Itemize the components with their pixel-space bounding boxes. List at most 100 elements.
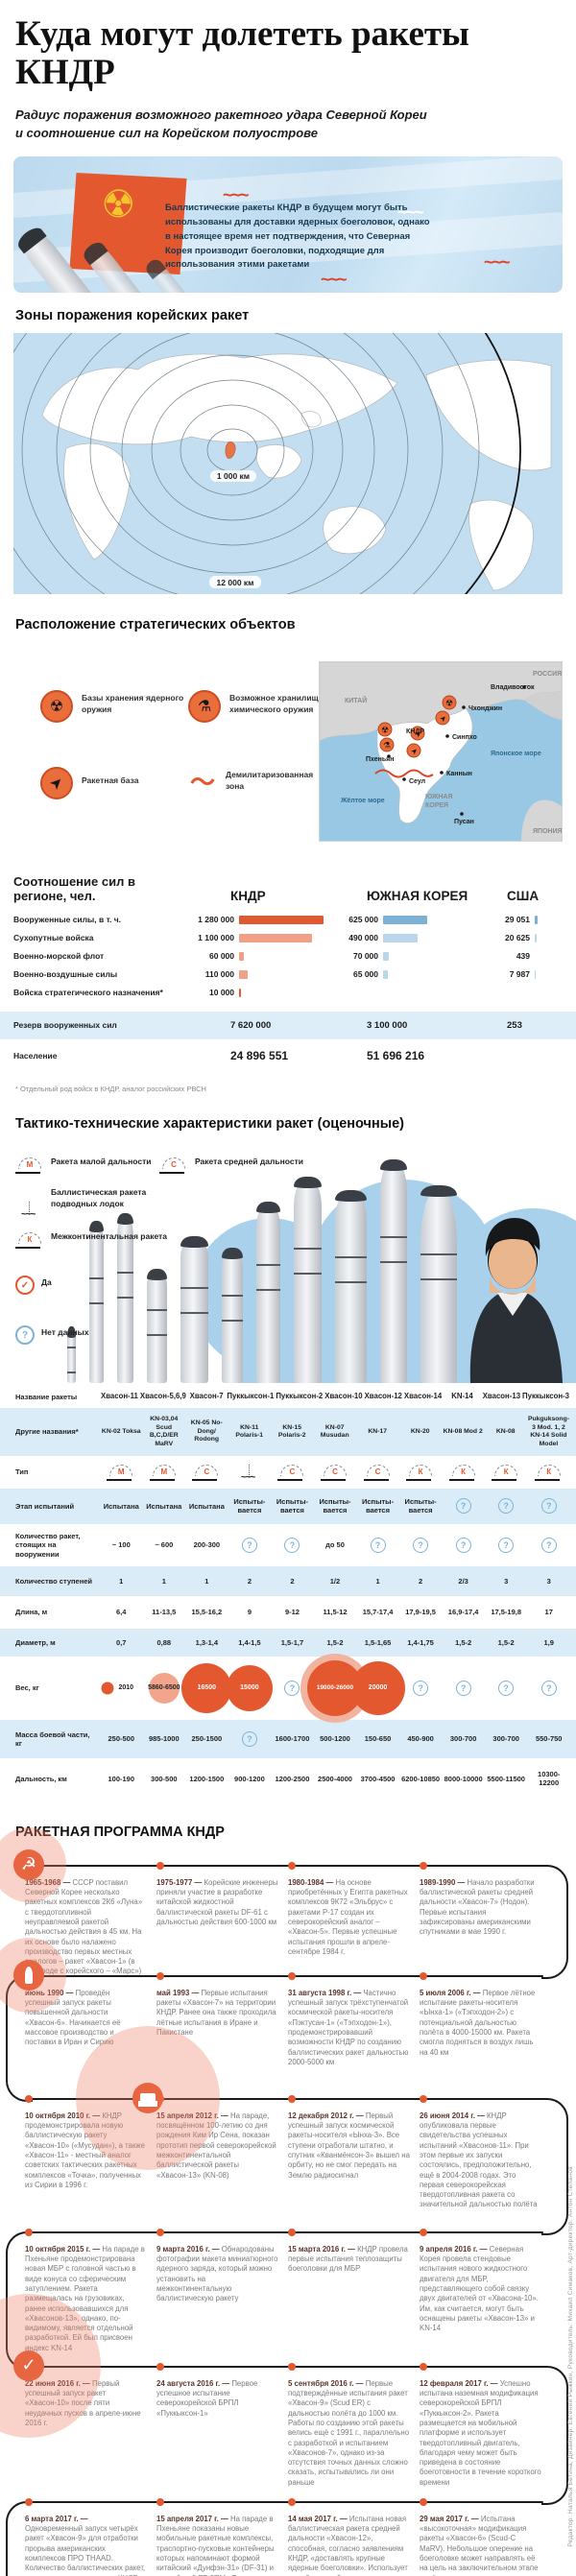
timeline-entry: 15 марта 2016 г.КНДР провела первые испы…: [288, 2228, 410, 2353]
rocket-icon: [13, 1959, 44, 1991]
radiation-icon: ☢: [381, 725, 389, 734]
label-pyongyang: Пхеньян: [366, 756, 395, 763]
legend-icbm: К Межконтинентальная ракета: [15, 1231, 179, 1250]
test-stage: ?: [485, 1495, 528, 1516]
label-south-korea: ЮЖНАЯ: [425, 794, 453, 800]
range-label-outer: 12 000 км: [217, 578, 254, 587]
missile-type-icon: К: [442, 1461, 485, 1484]
test-stage: Испыты-вается: [404, 1497, 437, 1515]
missile-other-name: KN-17: [368, 1427, 388, 1435]
timeline-dot: [288, 1861, 296, 1870]
missile-count: до 50: [325, 1540, 345, 1550]
missile-count: ?: [399, 1535, 443, 1556]
timeline-dot: [156, 1971, 164, 1980]
test-stage: ?: [527, 1495, 570, 1516]
missile-length: 15,5-16,2: [191, 1608, 223, 1617]
missile-spec-table: Название ракеты Хвасон-11 Хвасон-5,6,9 Хва…: [0, 1383, 576, 1799]
timeline-entry: 1975-1977Корейские инженеры приняли учас…: [156, 1861, 278, 1977]
forces-row: Войска стратегического назначения* 10 00…: [0, 984, 576, 1002]
missile-length: 15,7-17,4: [362, 1608, 394, 1617]
stage-count: 2: [247, 1576, 252, 1586]
missile-other-name: KN-07 Musudan: [320, 1423, 349, 1440]
ussr-hammer-sickle-icon: ☭: [13, 1849, 44, 1880]
missile-diameter: 1,5-2: [326, 1637, 344, 1647]
forces-footnote: * Отдельный род войск в КНДР, аналог рос…: [15, 1085, 206, 1094]
missile-silhouette: [180, 1236, 208, 1384]
missile-silhouette: [380, 1159, 407, 1384]
legend-item: 〜 Демилитаризованная зона: [189, 768, 314, 798]
missile-range: 6200-10850: [401, 1774, 441, 1783]
test-stage: Испыты-вается: [319, 1497, 351, 1515]
timeline-entry: 29 мая 2017 г.Испытана «высокоточная» мо…: [420, 2497, 541, 2576]
missile-diameter: 1,5-2: [497, 1637, 515, 1647]
missile-range: 100-190: [108, 1774, 135, 1783]
missile-type-icon: С: [314, 1461, 357, 1484]
missile-count: 200-300: [193, 1540, 221, 1550]
table-row-diameter: Диаметр, м 0,7 0,88 1,3-1,4 1,4-1,5 1,5-1,7 1…: [0, 1628, 576, 1658]
missile-length: 9-12: [284, 1608, 300, 1617]
missile-name: Хвасон-14: [403, 1392, 443, 1401]
credits: Редактор: Наталья Бетина, Дизайнер: Евге…: [567, 2166, 574, 2547]
korea-inset-map: ☢ ☢ ➤ ➤ ➤ ⚗ РОССИЯ КИТАЙ ЯПОНИЯ ЮЖНАЯ КО…: [319, 660, 563, 842]
missile-type-icon: К: [485, 1461, 528, 1484]
test-stage: Испыты-вается: [362, 1497, 395, 1515]
timeline-dot: [288, 2497, 296, 2506]
timeline-entry: 9 марта 2016 г.Обнародованы фотографии м…: [156, 2228, 278, 2353]
timeline-dot: [25, 2094, 33, 2103]
timeline-entry: 26 июня 2014 г.КНДР опубликовала первые …: [420, 2094, 541, 2210]
table-row-weight: Вес, кг 2010 5860-6500 16500 15000? 19000-26…: [0, 1657, 576, 1720]
missile-silhouette: [420, 1185, 457, 1384]
missile-range: 8000-10000: [444, 1774, 483, 1783]
legend-item: ☢ Базы хранения ядерного оружия: [40, 689, 184, 723]
page-title: Куда могут долететь ракеты КНДР: [15, 14, 469, 92]
test-stage: ?: [442, 1495, 485, 1516]
missile-lineup-illustration: [67, 1153, 576, 1384]
missile-silhouette: [147, 1269, 167, 1384]
stage-count: 1: [119, 1576, 124, 1586]
table-row-warhead: Масса боевой части, кг 250-500 985-1000 25…: [0, 1720, 576, 1759]
forces-row: Сухопутные войска 1 100 000 490 000 20 6…: [0, 929, 576, 947]
table-row-length: Длина, м 6,4 11-13,5 15,5-16,2 9 9-12 11,5-12…: [0, 1596, 576, 1628]
icbm-gauge-icon: К: [15, 1231, 44, 1250]
dmz-wave-icon: 〜: [189, 768, 215, 798]
intro-text: Баллистические ракеты КНДР в будущем мог…: [165, 203, 430, 271]
missile-weight: ?: [271, 1657, 314, 1720]
no-data-icon: ?: [15, 1325, 35, 1346]
timeline-entry: 9 апреля 2016 г.Северная Корея провела с…: [420, 2228, 541, 2353]
reserve-row: Резерв вооруженных сил 7 620 000 3 100 0…: [0, 1011, 576, 1039]
population-row: Население 24 896 551 51 696 216: [13, 1048, 425, 1062]
squiggle-icon: ~~~: [484, 251, 511, 272]
test-stage: Испыты-вается: [233, 1497, 266, 1515]
yes-check-icon: ✓: [15, 1276, 35, 1296]
range-label-inner: 1 000 км: [217, 471, 250, 481]
legend-slbm: Баллистическая ракета подводных лодок: [15, 1187, 179, 1218]
missile-silhouette: [67, 1326, 76, 1384]
timeline-dot: [25, 2228, 33, 2236]
test-stage: Испытана: [103, 1501, 139, 1511]
missile-count: ?: [228, 1535, 272, 1556]
bar-nk: [239, 988, 241, 997]
missile-weight: ?: [399, 1657, 443, 1720]
timeline-entry: 5 июля 2006 г.Первое лётное испытание ра…: [420, 1971, 541, 2067]
timeline-dot: [420, 2228, 427, 2236]
table-row-name: Название ракеты Хвасон-11 Хвасон-5,6,9 Хва…: [0, 1383, 576, 1408]
missile-type-icon: С: [271, 1461, 314, 1484]
table-row-type: Тип ММССССКККК: [0, 1456, 576, 1489]
stage-count: 1: [204, 1576, 209, 1586]
missile-range: 900-1200: [234, 1774, 265, 1783]
test-stage: Испыты-вается: [276, 1497, 308, 1515]
warhead-mass: ?: [228, 1729, 272, 1750]
legend-short-range: М Ракета малой дальности: [15, 1157, 159, 1175]
legend-medium-range: С Ракета средней дальности: [159, 1157, 303, 1175]
column-nk: КНДР: [230, 888, 266, 903]
missile-diameter: 1,4-1,5: [238, 1637, 261, 1647]
timeline-entry: 31 августа 1998 г.Частично успешный запу…: [288, 1971, 410, 2067]
missile-other-name: KN-03,04 Scud B,C,D/ER MaRV: [149, 1416, 179, 1447]
timeline-row: 6 марта 2017 г.Одновременный запуск четы…: [0, 2497, 576, 2576]
missile-weight: 15000: [228, 1657, 272, 1720]
table-row-count: Количество ракет, стоящих на вооружении …: [0, 1524, 576, 1566]
missile-range: 1200-1500: [189, 1774, 225, 1783]
missile-silhouette: [117, 1213, 133, 1384]
success-check-icon: ✓: [13, 2349, 44, 2381]
